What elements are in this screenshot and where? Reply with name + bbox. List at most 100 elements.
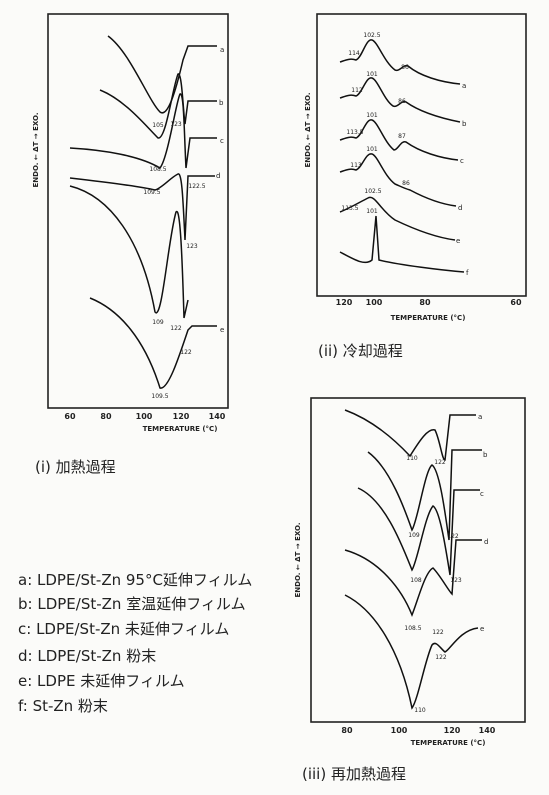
legend-entry: e: LDPE 未延伸フィルム <box>18 672 185 690</box>
peak-label: 113.5 <box>341 205 358 212</box>
dsc-curve <box>339 153 457 207</box>
tick-label: 120 <box>444 726 461 735</box>
dsc-curve <box>344 409 476 461</box>
plot-frame <box>310 397 526 723</box>
peak-label: 102.5 <box>364 188 381 195</box>
peak-label: 113 <box>350 162 362 169</box>
tick-label: 80 <box>100 412 112 421</box>
dsc-curve <box>339 215 465 273</box>
peak-label: 108 <box>410 577 422 584</box>
curve-label: c <box>220 137 224 145</box>
peak-label: 122 <box>180 349 192 356</box>
peak-label: 109 <box>152 319 164 326</box>
curve-label: e <box>480 625 484 633</box>
tick-label: 60 <box>64 412 76 421</box>
curve-label: b <box>219 99 224 107</box>
peak-label: 101 <box>366 146 378 153</box>
tick-label: 80 <box>419 298 431 307</box>
caption: (i) 加熱過程 <box>35 458 116 476</box>
peak-label: 122.5 <box>188 183 205 190</box>
legend-entry: c: LDPE/St-Zn 未延伸フィルム <box>18 620 229 638</box>
dsc-curve <box>344 594 479 710</box>
peak-label: 113.5 <box>346 129 363 136</box>
curve-label: c <box>460 157 464 165</box>
dsc-curve <box>69 173 215 241</box>
peak-label: 86 <box>398 98 406 105</box>
peak-label: 86 <box>401 64 409 71</box>
curve-label: b <box>483 451 488 459</box>
dsc-curve <box>339 39 461 85</box>
peak-label: 109.5 <box>143 189 160 196</box>
curve-label: d <box>216 172 220 180</box>
dsc-curve <box>69 185 189 319</box>
tick-label: 140 <box>479 726 496 735</box>
peak-label: 101 <box>366 71 378 78</box>
dsc-curve <box>367 449 482 541</box>
peak-label: 110 <box>406 455 418 462</box>
peak-label: 101 <box>366 112 378 119</box>
peak-label: 108.5 <box>404 625 421 632</box>
dsc-curve <box>89 297 217 389</box>
x-axis-label: TEMPERATURE (°C) <box>411 739 486 747</box>
panel-cooling: ENDO. ← ΔT → EXO. 120 100 80 60 TEMPERAT… <box>304 13 527 360</box>
caption: (iii) 再加熱過程 <box>302 765 406 783</box>
peak-label: 110 <box>414 707 426 714</box>
curve-label: e <box>220 326 224 334</box>
dsc-curve <box>357 487 480 576</box>
peak-label: 87 <box>398 133 406 140</box>
peak-label: 123 <box>186 243 198 250</box>
dsc-curve <box>339 77 461 123</box>
tick-label: 120 <box>173 412 190 421</box>
peak-label: 86 <box>402 180 410 187</box>
curve-label: a <box>220 46 224 54</box>
caption: (ii) 冷却過程 <box>318 342 403 360</box>
peak-label: 123 <box>450 577 462 584</box>
curve-label: d <box>458 204 462 212</box>
peak-label: 123 <box>170 121 182 128</box>
curve-label: b <box>462 120 467 128</box>
dsc-curve <box>107 35 217 114</box>
curve-label: c <box>480 490 484 498</box>
peak-label: 122 <box>170 325 182 332</box>
legend-entry: f: St-Zn 粉末 <box>18 697 108 715</box>
panel-heating: ENDO. ← ΔT → EXO. 60 80 100 120 140 TEMP… <box>32 13 229 476</box>
peak-label: 122 <box>434 459 446 466</box>
tick-label: 120 <box>336 298 353 307</box>
peak-label: 112 <box>351 87 363 94</box>
tick-label: 100 <box>136 412 153 421</box>
legend-entry: a: LDPE/St-Zn 95°C延伸フィルム <box>18 571 252 589</box>
curve-label: f <box>466 269 469 277</box>
peak-label: 109.5 <box>151 393 168 400</box>
peak-label: 122 <box>447 533 459 540</box>
legend-entry: b: LDPE/St-Zn 室温延伸フィルム <box>18 595 246 613</box>
tick-label: 80 <box>341 726 353 735</box>
panel-reheating: ENDO. ← ΔT → EXO. 80 100 120 140 TEMPERA… <box>294 397 526 783</box>
curve-label: a <box>462 82 466 90</box>
peak-label: 109 <box>408 532 420 539</box>
legend: a: LDPE/St-Zn 95°C延伸フィルム b: LDPE/St-Zn 室… <box>18 571 252 715</box>
dsc-curve <box>339 119 459 161</box>
curve-label: a <box>478 413 482 421</box>
peak-label: 105 <box>152 122 164 129</box>
dsc-curve <box>69 93 217 169</box>
y-axis-label: ENDO. ← ΔT → EXO. <box>304 93 312 168</box>
tick-label: 60 <box>510 298 522 307</box>
curve-label: e <box>456 237 460 245</box>
tick-label: 100 <box>391 726 408 735</box>
plot-frame <box>47 13 229 409</box>
y-axis-label: ENDO. ← ΔT → EXO. <box>294 523 302 598</box>
dsc-curve <box>339 196 456 241</box>
peak-label: 108.5 <box>149 166 166 173</box>
plot-frame <box>316 13 527 297</box>
x-axis-label: TEMPERATURE (°C) <box>143 425 218 433</box>
tick-label: 100 <box>366 298 383 307</box>
y-axis-label: ENDO. ← ΔT → EXO. <box>32 113 40 188</box>
peak-label: 122 <box>435 654 447 661</box>
peak-label: 122 <box>432 629 444 636</box>
x-axis-label: TEMPERATURE (°C) <box>391 314 466 322</box>
dsc-curve <box>344 539 482 618</box>
curve-label: d <box>484 538 488 546</box>
peak-label: 102.5 <box>363 32 380 39</box>
peak-label: 114 <box>348 50 360 57</box>
